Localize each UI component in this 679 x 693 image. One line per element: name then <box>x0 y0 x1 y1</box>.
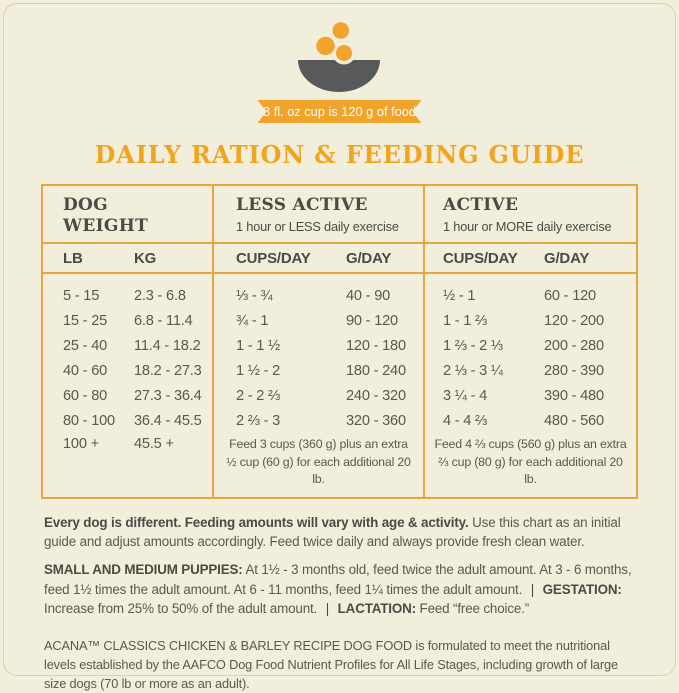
dog-weight-header: DOG WEIGHT <box>43 186 212 242</box>
dog-weight-title: DOG WEIGHT <box>63 195 149 236</box>
divider: | <box>325 601 330 617</box>
note-general-bold: Every dog is different. Feeding amounts … <box>44 514 469 530</box>
puppies-label: SMALL AND MEDIUM PUPPIES: <box>44 562 243 578</box>
table-row: ⅓ - ¾ 40 - 90 <box>236 287 391 304</box>
footer-notes: Every dog is different. Feeding amounts … <box>0 513 679 693</box>
unit-cups-day: CUPS/DAY <box>236 249 311 267</box>
dog-food-bowl-icon <box>285 17 395 97</box>
less-active-subtitle: 1 hour or LESS daily exercise <box>236 218 399 234</box>
unit-cups-day: CUPS/DAY <box>443 249 518 267</box>
active-units-row: CUPS/DAY G/DAY <box>425 242 636 274</box>
feeding-table: DOG WEIGHT LB KG 5 - 15 2.3 - 6.8 15 - 25… <box>41 184 638 499</box>
col-group-less-active: LESS ACTIVE 1 hour or LESS daily exercis… <box>212 186 423 497</box>
dog-weight-units-row: LB KG <box>43 242 212 274</box>
active-header: ACTIVE 1 hour or MORE daily exercise <box>425 186 636 242</box>
table-row: 1 ⅔ - 2 ⅓ 200 - 280 <box>443 337 604 354</box>
active-extra-note: Feed 4 ⅔ cups (560 g) plus an extra ⅔ cu… <box>434 437 627 487</box>
table-row: 2 ⅓ - 3 ¼ 280 - 390 <box>443 362 604 379</box>
table-row: 80 - 100 36.4 - 45.5 <box>63 412 202 429</box>
lactation-label: LACTATION: <box>337 601 416 617</box>
table-row: 40 - 60 18.2 - 27.3 <box>63 362 202 379</box>
table-row-100plus: 100 +45.5 + <box>63 436 174 452</box>
table-row: 25 - 40 11.4 - 18.2 <box>63 337 201 354</box>
table-row: 2 - 2 ⅔ 240 - 320 <box>236 387 406 404</box>
table-row: 1 - 1 ⅔ 120 - 200 <box>443 312 604 329</box>
table-row: 5 - 15 2.3 - 6.8 <box>63 287 186 304</box>
divider: | <box>530 581 535 597</box>
bowl-kibble-graphic <box>297 22 380 92</box>
note-life-stages: SMALL AND MEDIUM PUPPIES: At 1½ - 3 mont… <box>44 562 632 617</box>
table-row: ½ - 1 60 - 120 <box>443 287 596 304</box>
table-row: 60 - 80 27.3 - 36.4 <box>63 387 202 404</box>
less-active-units-row: CUPS/DAY G/DAY <box>214 242 423 274</box>
table-row: ¾ - 1 90 - 120 <box>236 312 398 329</box>
less-active-body: ⅓ - ¾ 40 - 90 ¾ - 1 90 - 120 1 - 1 ½ 120 - … <box>214 274 423 497</box>
table-row: 4 - 4 ⅔ 480 - 560 <box>443 412 604 429</box>
active-title: ACTIVE <box>443 195 519 215</box>
col-group-active: ACTIVE 1 hour or MORE daily exercise CUP… <box>423 186 636 497</box>
table-row: 1 - 1 ½ 120 - 180 <box>236 337 406 354</box>
less-active-extra-note: Feed 3 cups (360 g) plus an extra ½ cup … <box>226 437 411 487</box>
unit-g-day: G/DAY <box>544 249 590 267</box>
less-active-header: LESS ACTIVE 1 hour or LESS daily exercis… <box>214 186 423 242</box>
table-row: 1 ½ - 2 180 - 240 <box>236 362 406 379</box>
unit-lb: LB <box>63 249 83 267</box>
dog-weight-body: 5 - 15 2.3 - 6.8 15 - 25 6.8 - 11.4 25 - 4… <box>43 274 212 460</box>
cup-size-ribbon: 8 fl. oz cup is 120 g of food <box>258 100 422 123</box>
table-row: 15 - 25 6.8 - 11.4 <box>63 312 193 329</box>
page-title: DAILY RATION & FEEDING GUIDE <box>94 140 585 169</box>
cup-size-note: 8 fl. oz cup is 120 g of food <box>263 104 416 119</box>
less-active-title: LESS ACTIVE <box>236 195 368 215</box>
table-row: 3 ¼ - 4 390 - 480 <box>443 387 604 404</box>
table-row: 2 ⅔ - 3 320 - 360 <box>236 412 406 429</box>
header: 8 fl. oz cup is 120 g of food DAILY RATI… <box>0 0 679 169</box>
active-body: ½ - 1 60 - 120 1 - 1 ⅔ 120 - 200 1 ⅔ - 2 ⅓… <box>425 274 636 497</box>
unit-g-day: G/DAY <box>346 249 392 267</box>
note-aafco-statement: ACANA™ CLASSICS CHICKEN & BARLEY RECIPE … <box>44 638 618 691</box>
active-subtitle: 1 hour or MORE daily exercise <box>443 218 612 234</box>
note-general: Every dog is different. Feeding amounts … <box>44 514 621 550</box>
col-group-dog-weight: DOG WEIGHT LB KG 5 - 15 2.3 - 6.8 15 - 25… <box>43 186 212 497</box>
gestation-label: GESTATION: <box>542 581 622 597</box>
unit-kg: KG <box>134 249 157 267</box>
